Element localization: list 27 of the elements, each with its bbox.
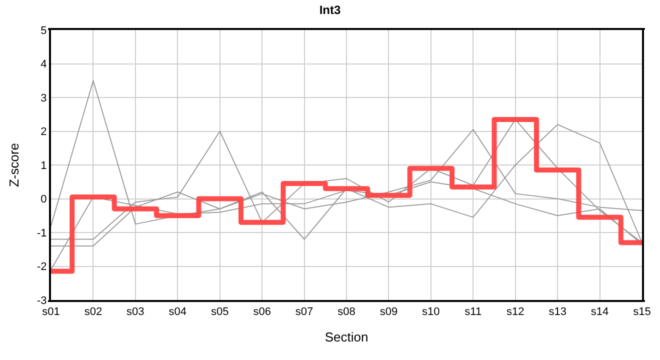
- x-tick-label: s06: [253, 306, 271, 318]
- x-tick-label: s04: [168, 306, 187, 318]
- x-tick-label: s15: [633, 306, 651, 318]
- y-tick-label: -3: [37, 294, 47, 307]
- y-tick-label: -1: [37, 227, 47, 240]
- x-tick-label: s01: [42, 306, 60, 318]
- y-tick-label: 2: [40, 126, 47, 138]
- x-tick-label: s03: [126, 306, 144, 318]
- x-tick-label: s12: [506, 306, 524, 318]
- x-tick-label: s11: [464, 306, 482, 318]
- y-tick-label: -2: [37, 261, 47, 274]
- y-tick-label: 5: [40, 24, 47, 37]
- x-tick-label: s13: [548, 306, 566, 318]
- x-tick-label: s07: [295, 306, 314, 318]
- chart-title: Int3: [319, 2, 341, 17]
- y-tick-label: 3: [40, 92, 47, 104]
- x-tick-label: s14: [590, 306, 609, 318]
- x-tick-label: s02: [84, 306, 102, 318]
- y-axis-title: Z-score: [6, 142, 22, 188]
- x-axis-title: Section: [324, 329, 368, 344]
- y-tick-label: 1: [40, 160, 47, 172]
- y-tick-label: 0: [40, 194, 47, 206]
- x-tick-label: s10: [422, 306, 440, 318]
- x-tick-label: s08: [338, 306, 356, 318]
- x-tick-label: s09: [380, 306, 398, 318]
- y-tick-label: 4: [40, 58, 47, 71]
- x-tick-label: s05: [210, 306, 229, 318]
